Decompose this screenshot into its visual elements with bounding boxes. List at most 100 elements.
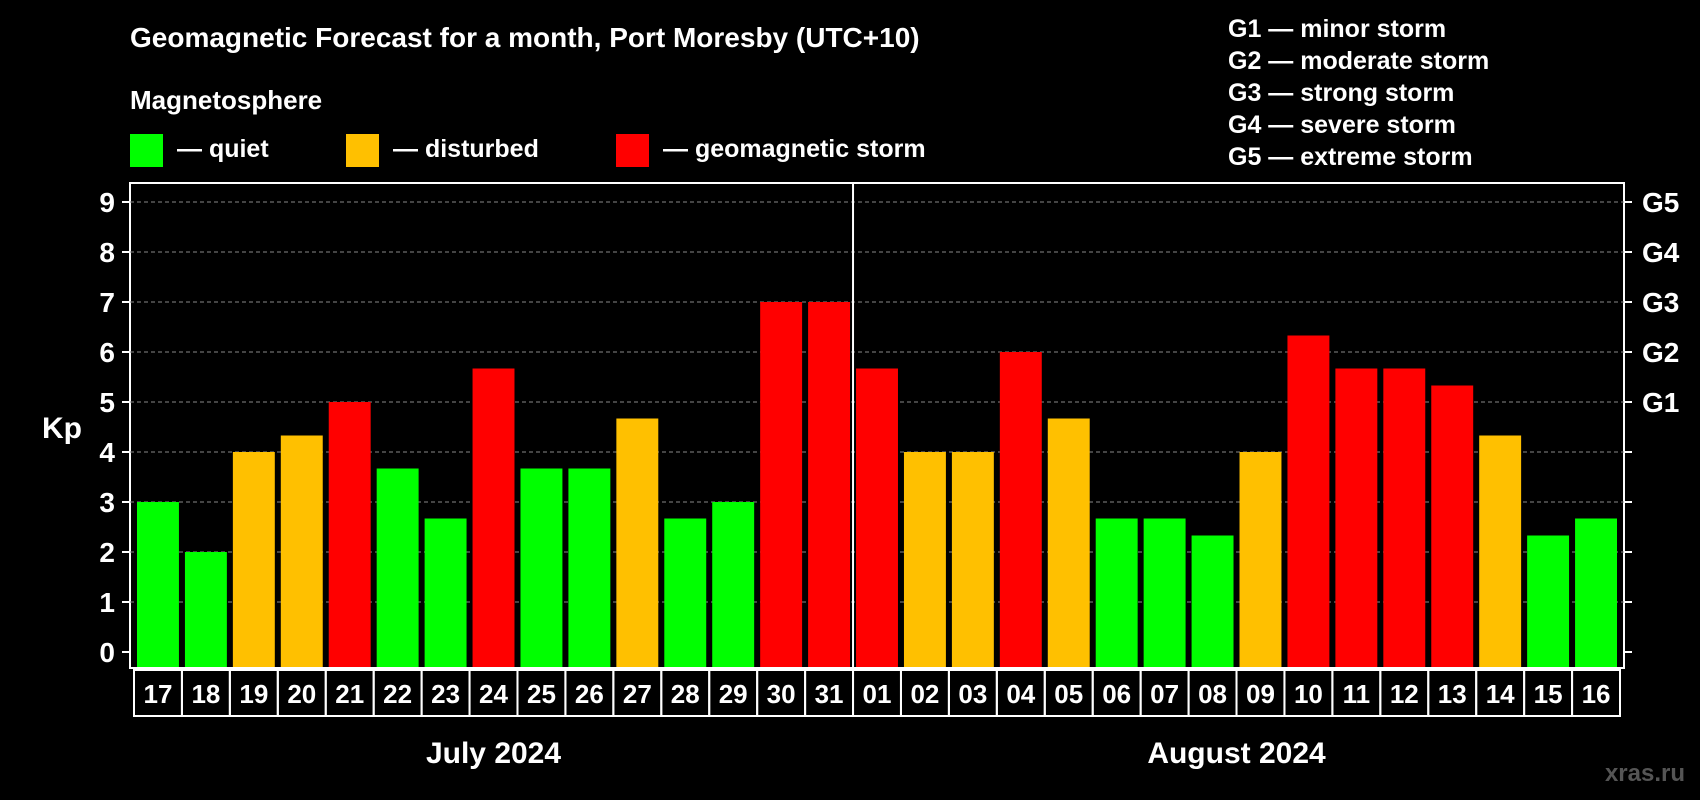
date-label: 10 — [1294, 679, 1323, 709]
legend-swatch — [346, 134, 379, 167]
bar-11 — [1335, 368, 1378, 667]
storm-scale-item: G3 — strong storm — [1228, 79, 1454, 107]
bar-07 — [1143, 518, 1186, 667]
date-label: 04 — [1006, 679, 1035, 709]
legend-label: — quiet — [177, 135, 269, 163]
y-tick-label: 4 — [99, 437, 115, 468]
legend-label: — disturbed — [393, 135, 539, 163]
y-tick-label: 3 — [99, 487, 115, 518]
bar-26 — [568, 468, 611, 667]
bar-13 — [1431, 385, 1474, 667]
bar-18 — [184, 552, 227, 667]
date-label: 09 — [1246, 679, 1275, 709]
y-tick-label: 1 — [99, 587, 115, 618]
y-tick-label: 2 — [99, 537, 115, 568]
plot-frame — [129, 182, 1625, 669]
bar-05 — [1047, 418, 1090, 667]
y-axis-label: Kp — [42, 412, 82, 445]
date-label: 14 — [1486, 679, 1515, 709]
bar-31 — [808, 302, 851, 667]
g-scale-label: G3 — [1642, 287, 1679, 318]
date-label: 05 — [1054, 679, 1083, 709]
date-label: 22 — [383, 679, 412, 709]
date-label: 17 — [144, 679, 173, 709]
bar-30 — [760, 302, 803, 667]
bar-16 — [1575, 518, 1617, 667]
watermark: xras.ru — [1605, 760, 1685, 787]
date-label: 02 — [910, 679, 939, 709]
bar-21 — [328, 402, 371, 667]
bar-19 — [232, 452, 275, 667]
storm-scale-item: G4 — severe storm — [1228, 111, 1456, 139]
date-label: 29 — [719, 679, 748, 709]
y-tick-label: 6 — [99, 337, 115, 368]
bar-20 — [280, 435, 323, 667]
storm-scale-item: G2 — moderate storm — [1228, 47, 1489, 75]
date-label: 15 — [1534, 679, 1563, 709]
bar-29 — [712, 502, 755, 667]
y-tick-label: 0 — [99, 637, 115, 668]
date-label: 07 — [1150, 679, 1179, 709]
month-label: August 2024 — [1147, 737, 1326, 770]
legend-swatch — [130, 134, 163, 167]
bar-23 — [424, 518, 467, 667]
date-label: 01 — [863, 679, 892, 709]
date-label: 13 — [1438, 679, 1467, 709]
date-label: 20 — [287, 679, 316, 709]
bar-03 — [951, 452, 994, 667]
g-scale-label: G4 — [1642, 237, 1680, 268]
date-label: 28 — [671, 679, 700, 709]
y-tick-label: 9 — [99, 187, 115, 218]
date-label: 31 — [815, 679, 844, 709]
g-scale-label: G5 — [1642, 187, 1679, 218]
date-label: 23 — [431, 679, 460, 709]
bar-08 — [1191, 535, 1234, 667]
date-label: 03 — [958, 679, 987, 709]
g-scale-label: G2 — [1642, 337, 1679, 368]
legend-swatch — [616, 134, 649, 167]
date-label: 25 — [527, 679, 556, 709]
bar-01 — [856, 368, 898, 667]
storm-scale-item: G5 — extreme storm — [1228, 143, 1473, 171]
y-tick-label: 8 — [99, 237, 115, 268]
bar-02 — [903, 452, 946, 667]
storm-scale-legend: G1 — minor storm G2 — moderate storm G3 — … — [1228, 15, 1489, 171]
date-label: 21 — [335, 679, 364, 709]
bar-27 — [616, 418, 659, 667]
bar-06 — [1095, 518, 1138, 667]
date-label: 12 — [1390, 679, 1419, 709]
date-label: 27 — [623, 679, 652, 709]
storm-scale-item: G1 — minor storm — [1228, 15, 1446, 43]
bar-28 — [664, 518, 707, 667]
y-tick-label: 7 — [99, 287, 115, 318]
month-label: July 2024 — [426, 737, 561, 770]
bar-09 — [1239, 452, 1282, 667]
legend-label: — geomagnetic storm — [663, 135, 926, 163]
legend-heading: Magnetosphere — [130, 85, 322, 115]
bar-14 — [1479, 435, 1522, 667]
bar-12 — [1383, 368, 1426, 667]
chart-title: Geomagnetic Forecast for a month, Port M… — [130, 22, 920, 53]
date-cell — [1571, 669, 1622, 717]
date-label: 06 — [1102, 679, 1131, 709]
date-label: 18 — [191, 679, 220, 709]
date-label: 30 — [767, 679, 796, 709]
date-label: 11 — [1343, 679, 1371, 709]
bar-15 — [1527, 535, 1570, 667]
date-label: 16 — [1582, 679, 1611, 709]
bar-22 — [376, 468, 419, 667]
g-scale-label: G1 — [1642, 387, 1679, 418]
bar-10 — [1287, 335, 1330, 667]
bar-25 — [520, 468, 563, 667]
legend: — quiet — disturbed — geomagnetic storm — [130, 134, 926, 167]
date-label: 19 — [239, 679, 268, 709]
date-label: 08 — [1198, 679, 1227, 709]
bar-24 — [472, 368, 515, 667]
date-label: 26 — [575, 679, 604, 709]
date-label: 24 — [479, 679, 508, 709]
bar-04 — [999, 352, 1042, 667]
bar-17 — [137, 502, 179, 667]
y-tick-label: 5 — [99, 387, 115, 418]
